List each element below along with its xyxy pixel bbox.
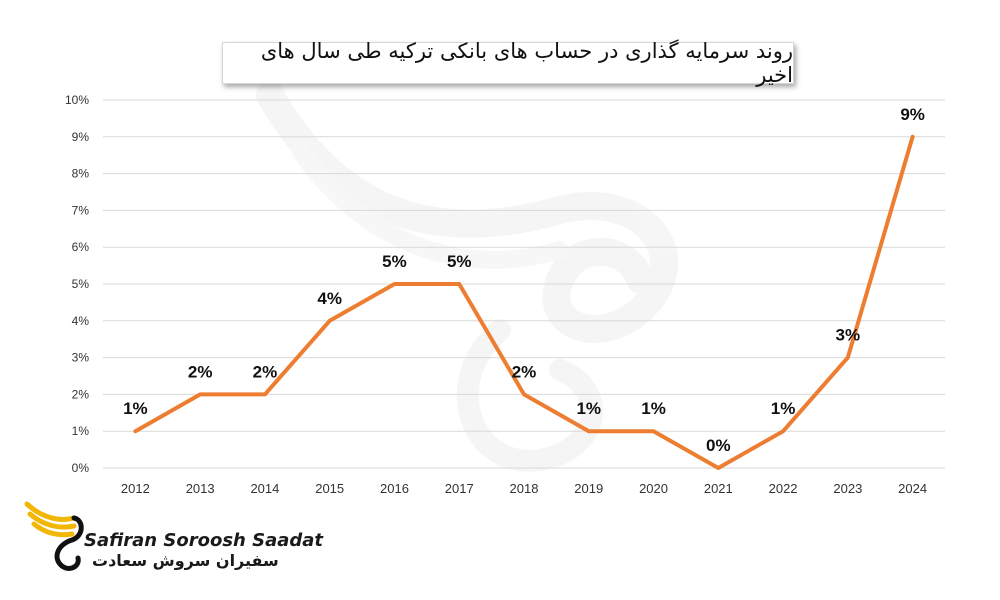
data-label: 0%: [706, 436, 731, 455]
x-tick-label: 2022: [769, 481, 798, 496]
data-label: 1%: [771, 399, 796, 418]
data-label: 2%: [188, 362, 213, 381]
x-tick-label: 2019: [574, 481, 603, 496]
brand-logo: Safiran Soroosh Saadat سفیران سروش سعادت: [22, 496, 323, 576]
bird-logo-icon: [24, 501, 84, 571]
data-label: 4%: [317, 289, 342, 308]
data-label: 9%: [900, 105, 925, 124]
x-tick-label: 2018: [510, 481, 539, 496]
x-tick-label: 2024: [898, 481, 927, 496]
x-tick-label: 2013: [186, 481, 215, 496]
watermark-bird-logo: [256, 81, 678, 472]
x-tick-label: 2015: [315, 481, 344, 496]
data-label: 2%: [253, 362, 278, 381]
y-tick-label: 3%: [72, 351, 90, 365]
x-tick-label: 2016: [380, 481, 409, 496]
data-label: 3%: [836, 326, 861, 345]
grid-lines: [103, 99, 945, 469]
y-tick-label: 9%: [72, 130, 90, 144]
x-tick-label: 2017: [445, 481, 474, 496]
chart-title-box: روند سرمایه گذاری در حساب های بانکی ترکی…: [222, 39, 794, 87]
data-label: 5%: [447, 252, 472, 271]
data-label: 5%: [382, 252, 407, 271]
chart-title: روند سرمایه گذاری در حساب های بانکی ترکی…: [260, 39, 793, 87]
data-labels: 1% 2% 2% 4% 5% 5% 2% 1% 1% 0% 1% 3% 9%: [123, 105, 925, 455]
y-tick-label: 7%: [72, 203, 90, 217]
brand-name-fa: سفیران سروش سعادت: [92, 551, 279, 570]
y-tick-label: 0%: [72, 461, 90, 475]
x-axis-ticks: 2012 2013 2014 2015 2016 2017 2018 2019 2020 2021…: [121, 481, 927, 496]
x-tick-label: 2014: [250, 481, 279, 496]
data-label: 1%: [123, 399, 148, 418]
y-tick-label: 2%: [72, 387, 90, 401]
y-tick-label: 10%: [65, 93, 89, 107]
y-axis-ticks: 0% 1% 2% 3% 4% 5% 6% 7% 8% 9% 10%: [65, 93, 89, 475]
y-tick-label: 6%: [72, 240, 90, 254]
y-tick-label: 8%: [72, 167, 90, 181]
data-label: 2%: [512, 362, 537, 381]
brand-name-en: Safiran Soroosh Saadat: [84, 530, 324, 551]
data-label: 1%: [641, 399, 666, 418]
series-line: [133, 134, 915, 470]
data-label: 1%: [576, 399, 601, 418]
x-tick-label: 2023: [833, 481, 862, 496]
x-tick-label: 2020: [639, 481, 668, 496]
x-tick-label: 2012: [121, 481, 150, 496]
y-tick-label: 4%: [72, 314, 90, 328]
x-tick-label: 2021: [704, 481, 733, 496]
y-tick-label: 5%: [72, 277, 90, 291]
y-tick-label: 1%: [72, 424, 90, 438]
